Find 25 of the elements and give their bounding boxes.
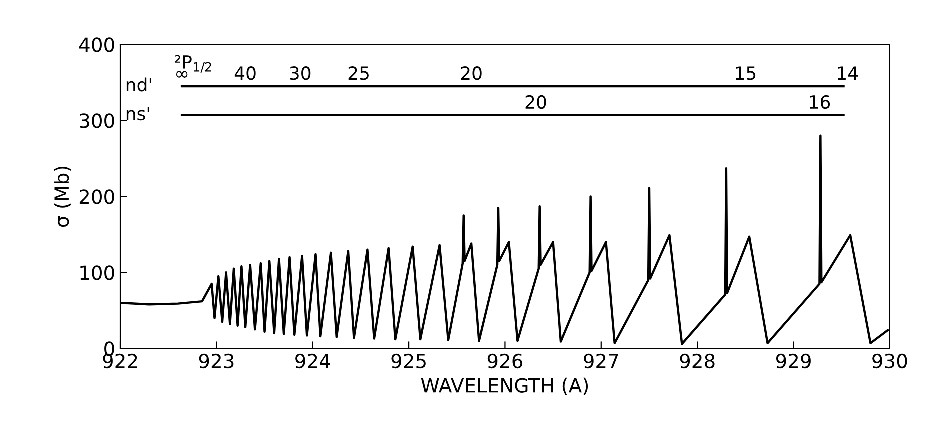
y-tick-label: 200 xyxy=(80,190,114,204)
annotation: 20 xyxy=(526,95,546,110)
x-tick-label: 925 xyxy=(392,354,426,369)
x-tick-label: 927 xyxy=(584,354,618,369)
x-tick-label: 929 xyxy=(776,354,811,369)
x-axis-title: WAVELENGTH (A) xyxy=(421,378,588,396)
x-tick-label: 924 xyxy=(296,354,330,369)
x-tick-label: 923 xyxy=(199,354,234,369)
x-tick-label: 930 xyxy=(872,354,908,369)
y-tick-label: 400 xyxy=(79,38,114,52)
x-tick-label: 928 xyxy=(680,354,715,369)
annotation: 25 xyxy=(348,66,369,80)
annotation: ∞ xyxy=(176,71,188,78)
annotation: 20 xyxy=(461,66,482,80)
y-tick-label: 300 xyxy=(80,114,114,128)
ref-line-label: ns' xyxy=(126,107,150,121)
annotation: 14 xyxy=(838,66,858,80)
annotation: 16 xyxy=(810,95,830,110)
x-tick-label: 926 xyxy=(488,354,523,369)
y-tick-label: 100 xyxy=(80,266,114,280)
annotation: 30 xyxy=(290,66,311,80)
annotation: 40 xyxy=(234,66,256,80)
y-axis-title: σ (Mb) xyxy=(54,166,72,228)
ref-line-label: nd' xyxy=(126,78,152,92)
annotation: 15 xyxy=(736,66,756,80)
